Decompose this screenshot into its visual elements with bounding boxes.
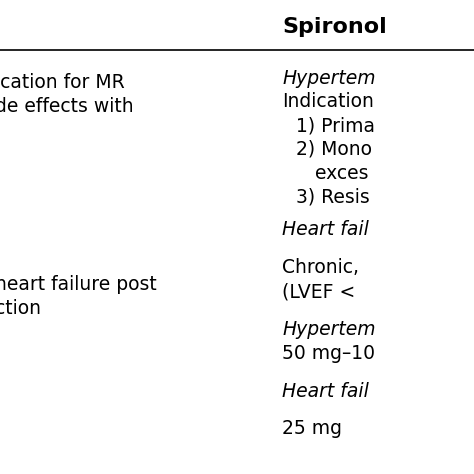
Text: Heart fail: Heart fail [282,382,369,401]
Text: exces: exces [315,164,369,182]
Text: Chronic,: Chronic, [282,258,359,277]
Text: (LVEF <: (LVEF < [282,282,356,301]
Text: 2) Mono: 2) Mono [296,140,372,159]
Text: ication for MR: ication for MR [0,73,125,92]
Text: Heart fail: Heart fail [282,220,369,239]
Text: 3) Resis: 3) Resis [296,187,370,206]
Text: Spironol: Spironol [282,17,387,36]
Text: Hypertem: Hypertem [282,320,375,339]
Text: Indication: Indication [282,92,374,111]
Text: Hypertem: Hypertem [282,69,375,88]
Text: de effects with: de effects with [0,97,134,116]
Text: ction: ction [0,299,41,318]
Text: heart failure post: heart failure post [0,275,157,294]
Text: 25 mg: 25 mg [282,419,342,438]
Text: 1) Prima: 1) Prima [296,116,375,135]
Text: 50 mg–10: 50 mg–10 [282,344,375,363]
